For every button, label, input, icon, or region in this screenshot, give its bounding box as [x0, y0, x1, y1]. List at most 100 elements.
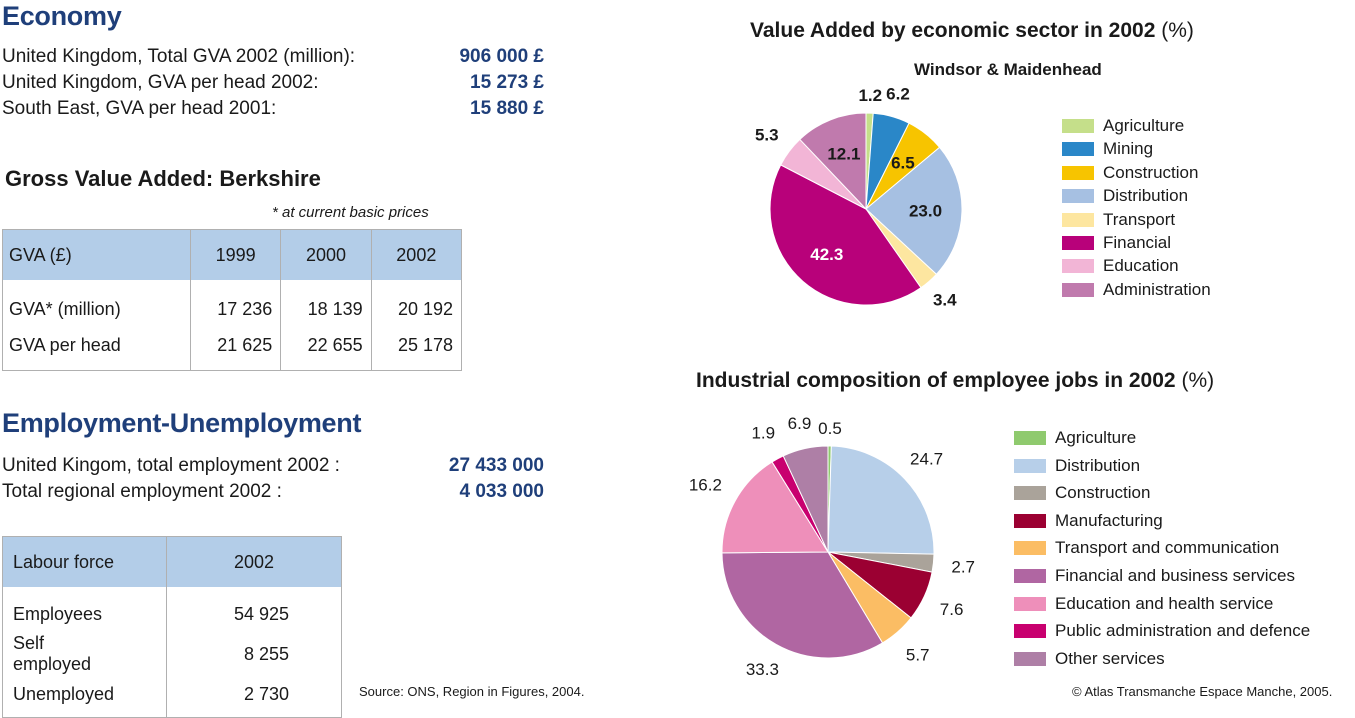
- chart-1-title-unit: (%): [1161, 19, 1194, 42]
- legend-label: Education: [1103, 256, 1179, 276]
- legend-swatch: [1014, 596, 1046, 611]
- pie-slice: [865, 146, 963, 275]
- gva-header-cell: 1999: [189, 229, 281, 280]
- labour-header-cell: 2002: [166, 536, 342, 587]
- labour-row-label: Self employed: [13, 633, 92, 674]
- legend-label: Agriculture: [1103, 116, 1185, 135]
- legend-swatch: [1014, 458, 1046, 473]
- economy-heading: Economy: [2, 1, 122, 31]
- legend-label: Other services: [1055, 648, 1165, 668]
- chart-1-title-text: Value Added by economic sector in 2002: [750, 19, 1156, 42]
- gva-header-cell: GVA (£): [2, 229, 191, 280]
- legend-label: Construction: [1103, 162, 1199, 182]
- legend-label: Financial: [1103, 233, 1172, 252]
- legend-swatch: [1014, 541, 1046, 556]
- pie-data-label: 6.9: [788, 414, 812, 433]
- legend-swatch: [1062, 212, 1094, 227]
- legend-label: Construction: [1055, 483, 1151, 503]
- legend-swatch: [1014, 513, 1046, 528]
- labour-cell: 8 255: [166, 632, 342, 676]
- pie-data-label: 1.9: [751, 423, 775, 442]
- gva-cell: 17 236: [189, 280, 281, 327]
- pie-data-label: 42.3: [810, 245, 843, 264]
- legend-label: Transport and communication: [1055, 538, 1280, 558]
- gva-note: * at current basic prices: [272, 204, 429, 221]
- gva-row-label: GVA per head: [9, 334, 121, 355]
- legend-swatch: [1062, 189, 1094, 204]
- employment-row-value: 27 433 000: [448, 455, 544, 476]
- pie-data-label: 2.7: [951, 557, 975, 576]
- economy-row-label: United Kingdom, GVA per head 2002:: [2, 72, 319, 93]
- labour-row-label: Unemployed: [13, 683, 115, 704]
- labour-table-header: Labour force 2002: [2, 536, 342, 587]
- employment-row-value: 4 033 000: [459, 481, 544, 502]
- chart-1-subtitle: Windsor & Maidenhead: [914, 60, 1102, 79]
- pie-data-label: 6.2: [886, 84, 910, 103]
- legend-swatch: [1062, 236, 1094, 250]
- chart-2-title: Industrial composition of employee jobs …: [696, 369, 1214, 393]
- gva-header-cell: 2002: [370, 229, 462, 280]
- table-row: GVA per head 21 625 22 655 25 178: [3, 327, 462, 371]
- legend-swatch: [1062, 142, 1094, 157]
- legend-label: Mining: [1103, 139, 1154, 159]
- chart-1-title: Value Added by economic sector in 2002 (…: [750, 19, 1194, 43]
- economy-row: United Kingdom, Total GVA 2002 (million)…: [2, 46, 544, 72]
- pie-data-label: 7.6: [940, 600, 964, 619]
- labour-cell: 2 730: [166, 676, 342, 718]
- economy-row: South East, GVA per head 2001: 15 880 £: [2, 98, 544, 124]
- gva-cell: 21 625: [189, 327, 281, 371]
- pie-data-label: 12.1: [827, 145, 860, 164]
- gva-cell: 22 655: [280, 327, 372, 371]
- economy-row-value: 15 273 £: [470, 72, 544, 93]
- legend-swatch: [1062, 165, 1094, 180]
- gva-cell: 20 192: [370, 280, 462, 327]
- chart-1-pie: 1.2 6.2 6.5 23.0 3.4 42.3 5.3 12.1: [755, 84, 963, 310]
- labour-cell: 54 925: [166, 587, 342, 632]
- pie-data-label: 1.2: [858, 86, 882, 105]
- pie-data-label: 24.7: [910, 449, 943, 468]
- economy-row: United Kingdom, GVA per head 2002: 15 27…: [2, 72, 544, 98]
- table-row: Employees 54 925: [3, 587, 342, 632]
- legend-swatch: [1062, 259, 1094, 274]
- legend-label: Manufacturing: [1055, 510, 1163, 530]
- table-row: Unemployed 2 730: [3, 676, 342, 718]
- chart-2-title-unit: (%): [1181, 369, 1215, 392]
- gva-table-header: GVA (£) 1999 2000 2002: [2, 229, 462, 280]
- source-note: Source: ONS, Region in Figures, 2004.: [359, 684, 585, 699]
- pie-slice: [721, 551, 884, 659]
- employment-row-label: Total regional employment 2002 :: [2, 481, 282, 502]
- legend-label: Public administration and defence: [1055, 621, 1311, 641]
- pie-data-label: 16.2: [689, 475, 722, 494]
- legend-label: Transport: [1103, 209, 1176, 229]
- economy-row-value: 15 880 £: [470, 98, 544, 119]
- legend-swatch: [1014, 431, 1046, 445]
- chart-1-legend: Agriculture Mining Construction Distributio…: [1062, 116, 1342, 306]
- chart-2-title-text: Industrial composition of employee jobs …: [696, 369, 1176, 392]
- legend-swatch: [1014, 651, 1046, 666]
- employment-row: Total regional employment 2002 : 4 033 0…: [2, 481, 544, 507]
- legend-swatch: [1062, 119, 1094, 133]
- pie-data-label: 0.5: [818, 419, 842, 438]
- legend-swatch: [1014, 486, 1046, 501]
- economy-row-label: United Kingdom, Total GVA 2002 (million)…: [2, 46, 356, 67]
- gva-table: GVA (£) 1999 2000 2002 GVA* (million) 17…: [2, 229, 462, 371]
- legend-swatch: [1014, 569, 1046, 583]
- pie-data-label: 3.4: [933, 291, 957, 310]
- economy-row-value: 906 000 £: [459, 46, 544, 67]
- gva-heading: Gross Value Added: Berkshire: [5, 166, 321, 191]
- legend-label: Financial and business services: [1055, 566, 1296, 585]
- legend-label: Agriculture: [1055, 428, 1137, 447]
- pie-data-label: 23.0: [909, 202, 942, 221]
- table-row: Self employed 8 255: [3, 632, 342, 676]
- pie-data-label: 5.7: [906, 645, 930, 664]
- pie-slice: [769, 164, 922, 306]
- pie-data-label: 33.3: [746, 660, 779, 679]
- copyright-note: © Atlas Transmanche Espace Manche, 2005.: [1072, 684, 1333, 699]
- employment-heading: Employment-Unemployment: [2, 408, 362, 438]
- economy-row-label: South East, GVA per head 2001:: [2, 98, 277, 119]
- legend-swatch: [1062, 282, 1094, 297]
- pie-slice: [782, 445, 829, 553]
- employment-row-label: United Kingom, total employment 2002 :: [2, 455, 340, 476]
- legend-label: Education and health service: [1055, 593, 1274, 613]
- gva-cell: 18 139: [280, 280, 372, 327]
